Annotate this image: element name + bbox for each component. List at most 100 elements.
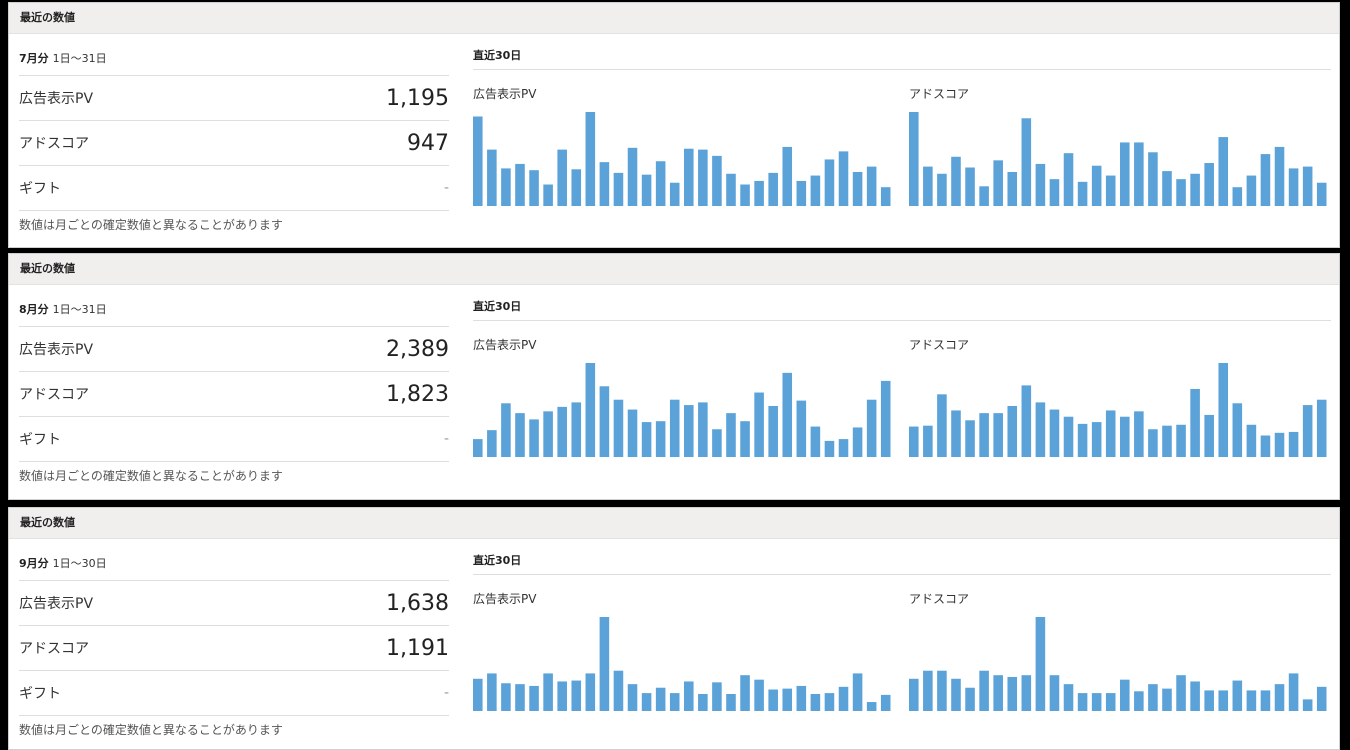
period-range: 1日〜31日	[52, 52, 107, 65]
panel-header: 最近の数値	[9, 3, 1339, 34]
chart-bar	[782, 688, 793, 711]
chart-bar	[1288, 168, 1299, 206]
stats-panel-august: 最近の数値 8月分 1日〜31日 広告表示PV 2,389 アドスコア 1,823…	[8, 253, 1340, 500]
chart-bar	[1091, 165, 1102, 206]
panel-header: 最近の数値	[9, 508, 1339, 539]
period-range: 1日〜30日	[52, 557, 107, 570]
stats-panel-september: 最近の数値 9月分 1日〜30日 広告表示PV 1,638 アドスコア 1,191…	[8, 507, 1340, 750]
chart-bar	[768, 172, 778, 206]
metric-value: -	[443, 685, 449, 701]
chart-bar	[1049, 675, 1060, 711]
chart-label: アドスコア	[909, 592, 970, 606]
chart-bar	[473, 116, 483, 206]
chart-bar	[641, 422, 652, 457]
chart-bar	[951, 156, 961, 206]
bar-chart	[909, 617, 1327, 711]
chart-bar	[1063, 153, 1074, 206]
disclaimer-note: 数値は月ごとの確定数値と異なることがあります	[19, 469, 283, 483]
chart-bar	[543, 184, 553, 206]
bar-chart	[909, 112, 1327, 206]
chart-bar	[838, 439, 849, 457]
metric-row-pv: 広告表示PV 1,195	[19, 76, 449, 121]
chart-bar	[1288, 673, 1299, 711]
chart-bar	[1162, 688, 1172, 711]
chart-bar	[726, 693, 736, 711]
chart-bar	[1049, 179, 1060, 206]
chart-bar	[1260, 435, 1271, 457]
period-range: 1日〜31日	[52, 303, 107, 316]
metric-row-adscore: アドスコア 1,191	[19, 626, 449, 671]
chart-bar	[1274, 146, 1285, 206]
metric-label: アドスコア	[19, 641, 89, 657]
chart-bar	[1148, 684, 1158, 711]
recent-title: 直近30日	[473, 548, 1331, 575]
chart-bar	[852, 427, 863, 457]
chart-label: アドスコア	[909, 87, 970, 101]
chart-bar	[993, 413, 1003, 457]
chart-bar	[782, 146, 793, 206]
chart-bar	[965, 420, 975, 457]
chart-bar	[529, 419, 539, 457]
chart-bar	[487, 673, 497, 711]
chart-bar	[993, 675, 1003, 711]
chart-bar	[965, 167, 975, 206]
chart-bar	[1260, 154, 1271, 206]
chart-bar	[641, 174, 652, 206]
chart-bar	[880, 380, 891, 457]
chart-bar	[669, 693, 680, 711]
chart-bar	[1218, 363, 1229, 457]
chart-bar	[1148, 429, 1158, 457]
chart-bar	[1035, 617, 1046, 711]
chart-bar	[529, 685, 539, 711]
chart-bar	[543, 673, 553, 711]
chart-bar	[684, 148, 694, 206]
chart-bar	[1302, 166, 1313, 206]
metric-row-gift: ギフト -	[19, 671, 449, 716]
metric-value: -	[443, 180, 449, 196]
chart-pv: 広告表示PV	[473, 590, 895, 711]
chart-bar	[515, 163, 525, 206]
chart-bar	[1021, 118, 1032, 206]
bar-chart	[473, 363, 891, 457]
chart-bar	[529, 170, 539, 206]
chart-bar	[880, 694, 891, 711]
chart-bar	[1162, 425, 1172, 457]
chart-bar	[1007, 171, 1018, 206]
chart-bar	[754, 392, 764, 457]
chart-bar	[1316, 182, 1327, 206]
chart-bar	[1035, 402, 1046, 457]
chart-bar	[824, 440, 835, 457]
chart-pv: 広告表示PV	[473, 85, 895, 206]
chart-bar	[1134, 142, 1144, 206]
chart-bar	[866, 702, 877, 711]
monthly-summary: 7月分 1日〜31日 広告表示PV 1,195 アドスコア 947 ギフト - 数…	[19, 43, 449, 233]
chart-bar	[571, 169, 582, 206]
chart-bar	[909, 112, 919, 206]
chart-label: 広告表示PV	[473, 338, 537, 352]
chart-bar	[726, 173, 736, 206]
chart-bar	[1204, 163, 1214, 206]
chart-bar	[824, 159, 835, 206]
metric-row-gift: ギフト -	[19, 417, 449, 462]
chart-bar	[1260, 690, 1271, 711]
chart-bar	[979, 186, 989, 206]
chart-label: 広告表示PV	[473, 592, 537, 606]
chart-bar	[768, 689, 778, 711]
metric-label: 広告表示PV	[19, 91, 94, 107]
chart-bar	[655, 161, 666, 206]
chart-bar	[1007, 405, 1018, 457]
metric-label: ギフト	[19, 432, 61, 448]
chart-bar	[796, 180, 807, 206]
chart-bar	[754, 180, 764, 206]
chart-bar	[599, 386, 610, 457]
chart-bar	[852, 171, 863, 206]
chart-bar	[543, 411, 553, 457]
chart-bar	[627, 409, 638, 457]
chart-bar	[740, 421, 750, 457]
chart-bar	[1105, 175, 1116, 206]
chart-bar	[557, 149, 567, 206]
chart-bar	[487, 149, 497, 206]
chart-bar	[726, 413, 736, 457]
period-row: 8月分 1日〜31日	[19, 294, 449, 327]
chart-bar	[1021, 385, 1032, 457]
